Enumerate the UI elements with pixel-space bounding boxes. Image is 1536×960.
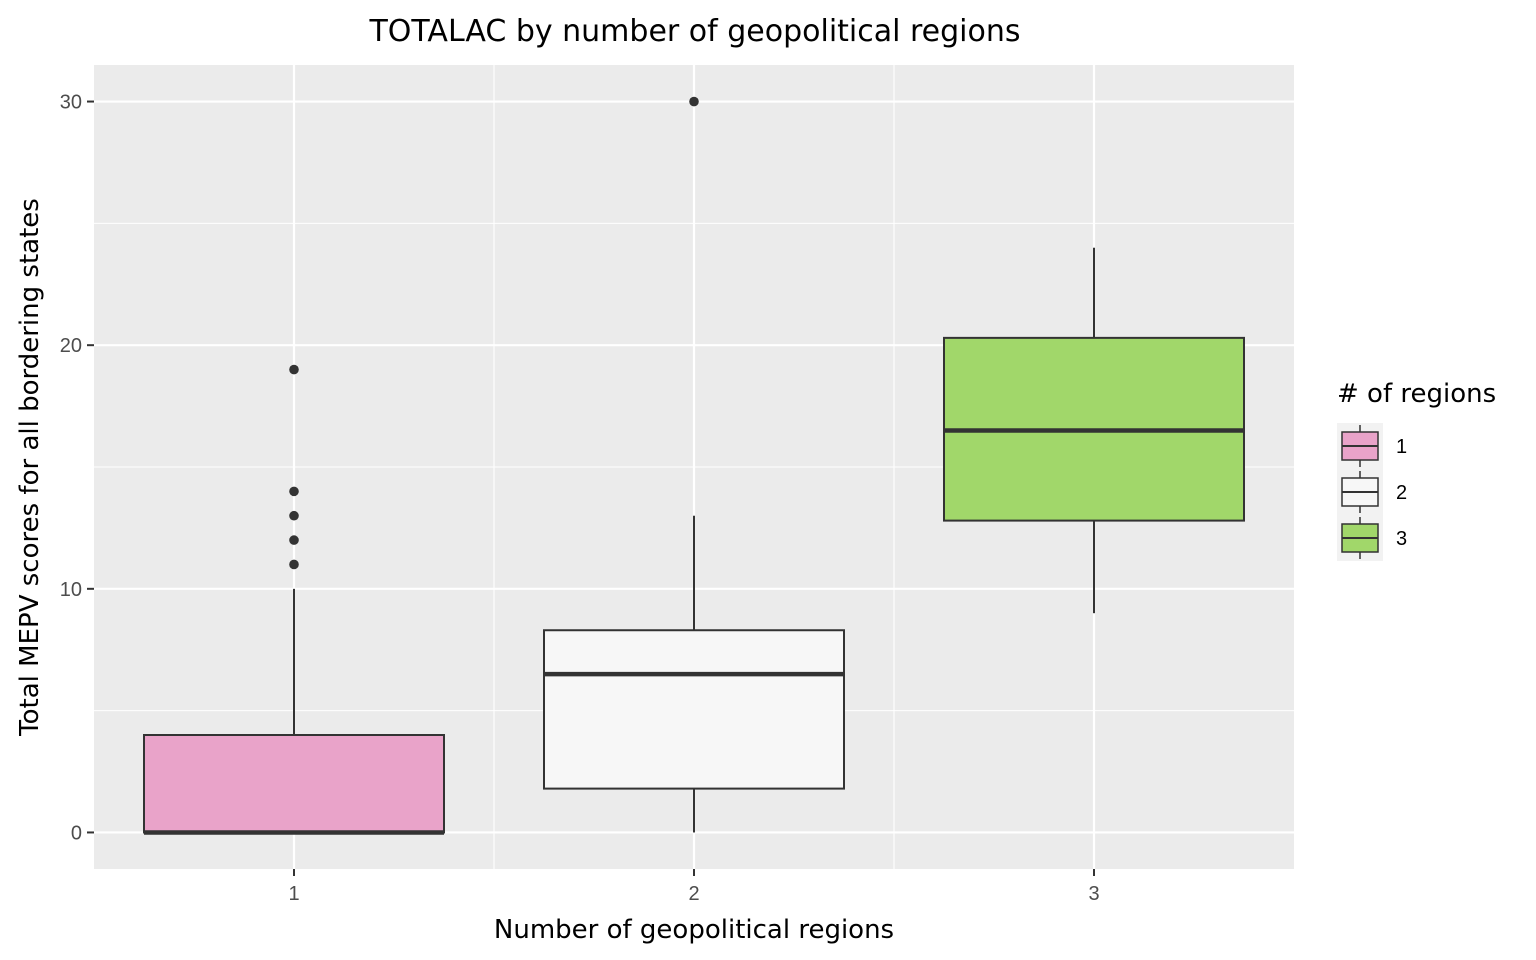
box-plots bbox=[143, 96, 1245, 835]
outlier-point bbox=[289, 510, 299, 521]
y-tick-label: 0 bbox=[71, 822, 82, 844]
legend-title: # of regions bbox=[1337, 379, 1496, 409]
outlier-point bbox=[289, 486, 299, 497]
outlier-point bbox=[289, 364, 299, 375]
legend-item-1: 1 bbox=[1337, 423, 1407, 469]
x-tick-label: 3 bbox=[1088, 883, 1099, 905]
legend-item-3: 3 bbox=[1337, 515, 1407, 561]
legend-item-2: 2 bbox=[1337, 469, 1407, 515]
x-tick-label: 2 bbox=[688, 883, 699, 905]
chart-title: TOTALAC by number of geopolitical region… bbox=[368, 14, 1020, 49]
y-axis-title: Total MEPV scores for all bordering stat… bbox=[15, 198, 45, 737]
outlier-point bbox=[289, 559, 299, 570]
iqr-box bbox=[543, 629, 845, 790]
box-3 bbox=[943, 247, 1245, 614]
legend: # of regions 1 2 3 bbox=[1337, 379, 1496, 561]
box-1 bbox=[143, 364, 445, 835]
legend-label: 1 bbox=[1396, 436, 1407, 458]
y-tick-label: 10 bbox=[60, 579, 82, 601]
box-2 bbox=[543, 96, 845, 833]
outlier-point bbox=[289, 535, 299, 545]
y-tick-label: 20 bbox=[60, 335, 82, 357]
legend-keys: 1 2 3 bbox=[1337, 423, 1407, 561]
x-axis-title: Number of geopolitical regions bbox=[494, 915, 894, 945]
outlier-point bbox=[689, 96, 699, 107]
iqr-box bbox=[143, 734, 445, 834]
y-tick-label: 30 bbox=[60, 92, 82, 114]
legend-label: 3 bbox=[1396, 528, 1407, 550]
x-tick-label: 1 bbox=[288, 883, 299, 905]
legend-label: 2 bbox=[1396, 482, 1407, 504]
axes: 0 10 20 30 1 2 3 bbox=[60, 92, 1100, 905]
